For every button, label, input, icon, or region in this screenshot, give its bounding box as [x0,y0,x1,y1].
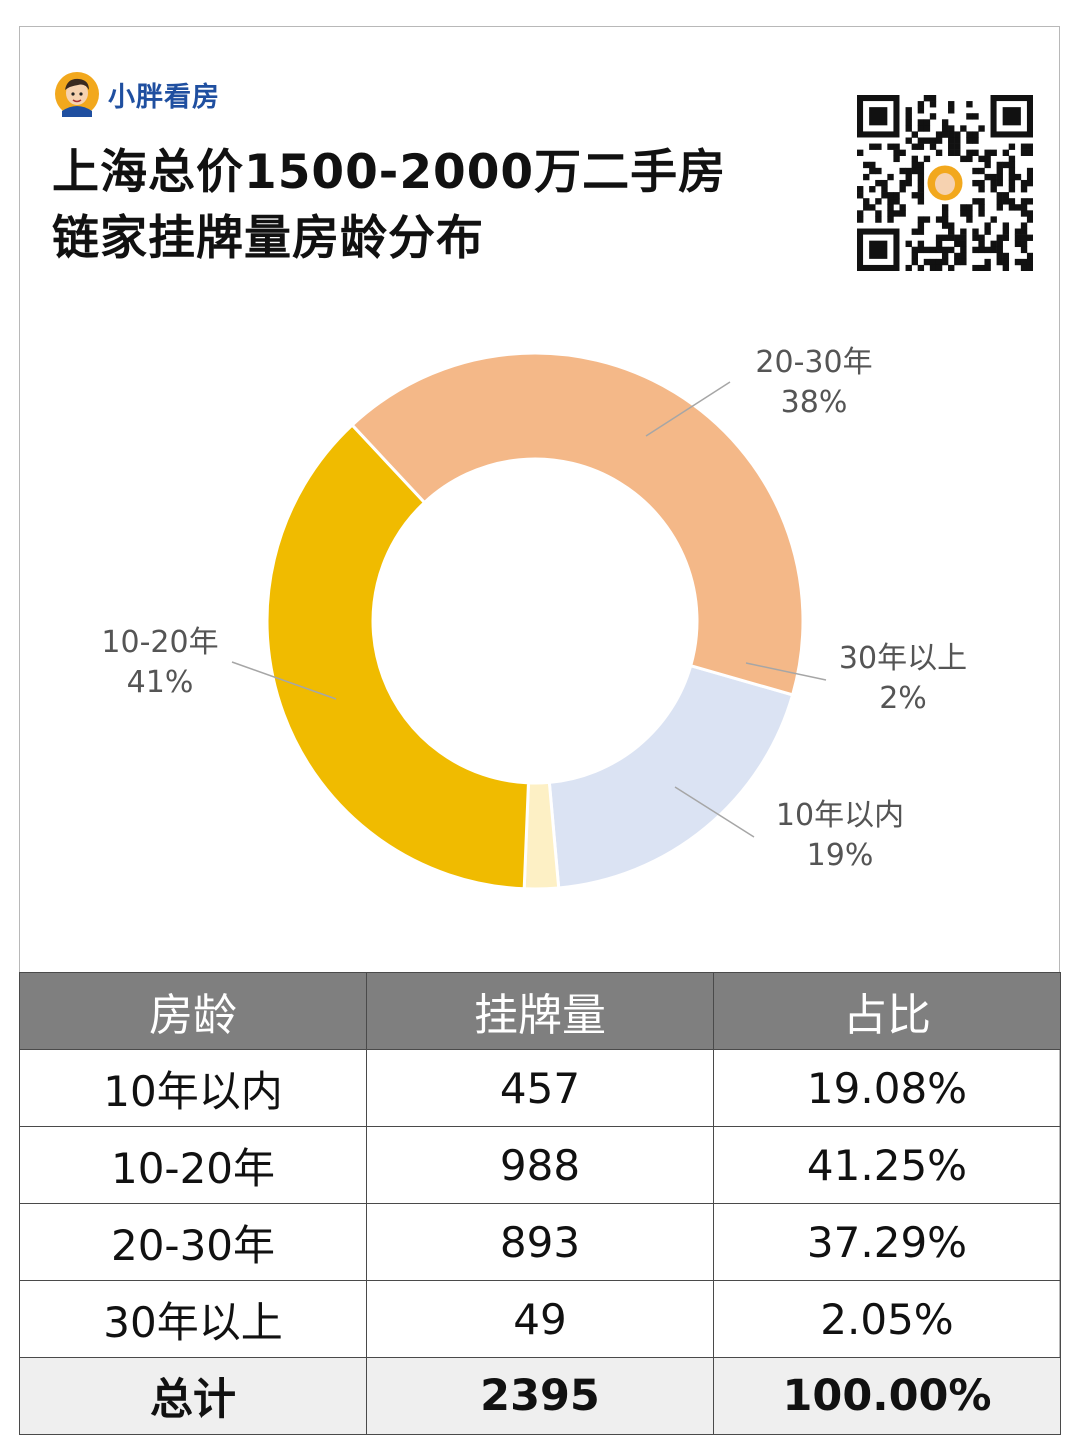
leader-line-1 [745,662,827,681]
slice-2 [265,422,531,891]
slice-pct-1: 2% [879,681,927,716]
qr-code-icon [857,95,1033,271]
table-row: 30年以上 49 2.05% [19,1280,1061,1358]
table-total-row: 总计 2395 100.00% [19,1357,1061,1435]
leader-line-2 [645,381,731,437]
cell-count: 893 [366,1203,714,1281]
leader-line-3 [231,661,337,700]
table-header-row: 房龄 挂牌量 占比 [19,972,1061,1050]
cell-share: 41.25% [713,1126,1061,1204]
cell-age: 20-30年 [19,1203,367,1281]
title-line-2: 链家挂牌量房龄分布 [52,211,484,266]
cell-count: 988 [366,1126,714,1204]
brand: 小胖看房 [54,71,220,117]
table-row: 20-30年 893 37.29% [19,1203,1061,1281]
header-share: 占比 [713,972,1061,1050]
data-table: 房龄 挂牌量 占比 10年以内 457 19.08% 10-20年 988 41… [19,972,1061,1435]
slice-label-0: 10年以内 [776,798,904,833]
cell-count: 457 [366,1049,714,1127]
slice-label-3: 10-20年 [101,625,218,660]
table-row: 10年以内 457 19.08% [19,1049,1061,1127]
slice-pct-0: 19% [807,838,874,873]
leader-line-0 [674,786,755,838]
slice-pct-2: 38% [781,385,848,420]
slice-label-1: 30年以上 [839,641,967,676]
chart-leaders [231,381,827,838]
cell-age: 30年以上 [19,1280,367,1358]
total-label: 总计 [19,1357,367,1435]
total-count: 2395 [366,1357,714,1435]
cell-count: 49 [366,1280,714,1358]
slice-0 [547,663,795,890]
header-age: 房龄 [19,972,367,1050]
slice-pct-3: 41% [127,665,194,700]
slice-3 [350,351,805,697]
chart-slices [265,351,805,891]
header-count: 挂牌量 [366,972,714,1050]
cell-share: 2.05% [713,1280,1061,1358]
cell-age: 10-20年 [19,1126,367,1204]
total-share: 100.00% [713,1357,1061,1435]
table-row: 10-20年 988 41.25% [19,1126,1061,1204]
cell-age: 10年以内 [19,1049,367,1127]
slice-label-2: 20-30年 [755,345,872,380]
avatar-icon [55,72,99,117]
cell-share: 37.29% [713,1203,1061,1281]
donut-chart: 10年以内 19% 30年以上 2% 20-30年 38% 10-20年 41% [101,345,967,891]
chart-labels: 10年以内 19% 30年以上 2% 20-30年 38% 10-20年 41% [101,345,967,873]
page-title: 上海总价1500-2000万二手房 链家挂牌量房龄分布 [52,140,812,272]
cell-share: 19.08% [713,1049,1061,1127]
brand-name: 小胖看房 [108,81,220,113]
title-line-1: 上海总价1500-2000万二手房 [52,145,727,200]
